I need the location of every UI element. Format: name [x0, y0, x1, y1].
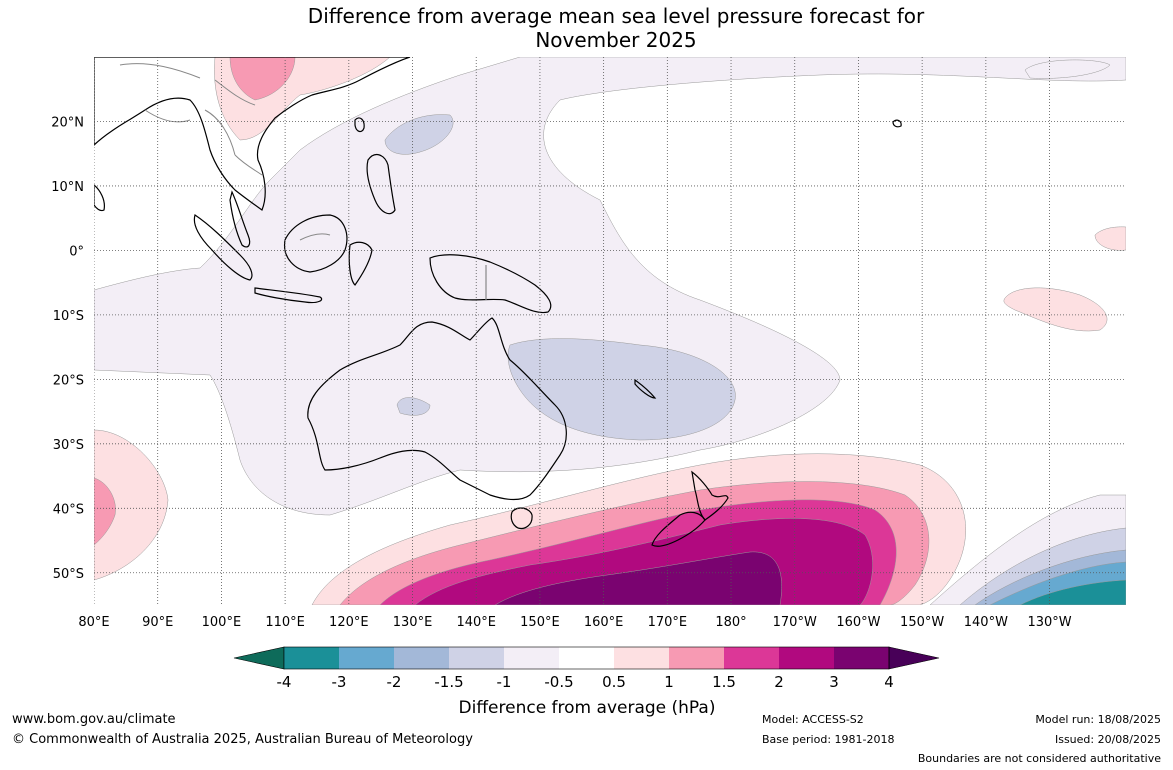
anomaly-area-neg-small-north [94, 57, 1126, 516]
footer-model-run: Model run: 18/08/2025 [1035, 713, 1161, 726]
border-line-3 [234, 154, 263, 176]
lat-tick-label: 50°S [53, 567, 84, 582]
title-line-2: November 2025 [535, 28, 697, 52]
lon-tick-label: 90°E [142, 615, 173, 630]
title-line-1: Difference from average mean sea level p… [307, 4, 925, 28]
asia-mainland-outline [94, 57, 411, 211]
lat-tick-label: 40°S [53, 502, 84, 517]
forecast-map: 20°N 10°N 0° 10°S 20°S 30°S 40°S 50°S 80°E 90°E 1… [51, 57, 1126, 630]
border-line-4 [119, 63, 201, 79]
lon-tick-label: 140°W [964, 615, 1008, 630]
lon-tick-label: 110°E [265, 615, 305, 630]
anomaly-shading [94, 57, 1126, 605]
new-zealand-north-outline [691, 470, 729, 521]
anomaly-area-pos-0-5-pacific [1003, 287, 1108, 332]
lon-tick-label: 130°W [1027, 615, 1071, 630]
australia-outline [307, 317, 567, 501]
lat-tick-label: 10°N [51, 180, 84, 195]
anomaly-area-neg-small-east [1024, 59, 1111, 79]
lon-tick-label: 160°W [836, 615, 880, 630]
taiwan-outline [354, 117, 365, 133]
new-guinea-outline [429, 254, 552, 314]
border-line-2 [204, 109, 236, 156]
footer-base-period: Base period: 1981-2018 [762, 733, 895, 746]
new-caledonia-outline [634, 378, 657, 399]
longitude-labels: 80°E 90°E 100°E 110°E 120°E 130°E 140°E 150°E 16… [78, 615, 1071, 630]
java-outline [254, 287, 323, 304]
lon-tick-label: 180° [715, 615, 746, 630]
malay-peninsula-outline [229, 190, 251, 248]
footer-model: Model: ACCESS-S2 [762, 713, 864, 726]
lon-tick-label: 170°E [648, 615, 688, 630]
anomaly-area-pos-3-south [494, 551, 782, 605]
anomaly-area-neg-3 [1019, 579, 1126, 605]
new-zealand-south-outline [651, 511, 706, 547]
anomaly-area-pos-0-5-west [94, 429, 169, 581]
coastlines [94, 57, 902, 547]
lat-tick-label: 20°S [53, 373, 84, 388]
lon-tick-label: 140°E [456, 615, 496, 630]
anomaly-area-neg-1-north [384, 114, 454, 155]
lon-tick-label: 150°E [520, 615, 560, 630]
lon-tick-label: 100°E [202, 615, 242, 630]
lat-tick-label: 30°S [53, 438, 84, 453]
anomaly-area-pos-0-5-east [1094, 226, 1126, 251]
lat-tick-label: 20°N [51, 115, 84, 130]
hawaii-outline [892, 119, 902, 128]
gridlines [94, 57, 1126, 605]
lon-tick-label: 120°E [329, 615, 369, 630]
sulawesi-outline [348, 241, 373, 286]
border-line-6 [299, 233, 331, 241]
sri-lanka-outline [94, 184, 105, 212]
philippines-outline [366, 153, 396, 215]
anomaly-area-pos-1-west [94, 477, 116, 546]
border-line-5 [214, 79, 256, 106]
borneo-outline [283, 214, 348, 273]
border-line-1 [144, 109, 191, 123]
lon-tick-label: 150°W [900, 615, 944, 630]
lon-tick-label: 160°E [584, 615, 624, 630]
sumatra-outline [193, 214, 253, 281]
lon-tick-label: 130°E [393, 615, 433, 630]
chart-title: Difference from average mean sea level p… [0, 4, 1173, 52]
lon-tick-label: 80°E [78, 615, 109, 630]
anomaly-area-neg-1 [507, 338, 736, 441]
colorbar-title: Difference from average (hPa) [459, 698, 716, 718]
lat-tick-label: 10°S [53, 309, 84, 324]
footer-url: www.bom.gov.au/climate [12, 712, 176, 727]
footer-issued: Issued: 20/08/2025 [1054, 733, 1161, 746]
anomaly-area-neg-1-west [396, 397, 431, 416]
footer-disclaimer: Boundaries are not considered authoritat… [917, 752, 1161, 765]
country-borders [119, 63, 331, 241]
lon-tick-label: 170°W [773, 615, 817, 630]
lat-tick-label: 0° [69, 244, 84, 259]
anomaly-area-pos-1-north [229, 57, 296, 101]
latitude-labels: 20°N 10°N 0° 10°S 20°S 30°S 40°S 50°S [51, 115, 84, 581]
footer-copyright: © Commonwealth of Australia 2025, Austra… [12, 732, 473, 747]
